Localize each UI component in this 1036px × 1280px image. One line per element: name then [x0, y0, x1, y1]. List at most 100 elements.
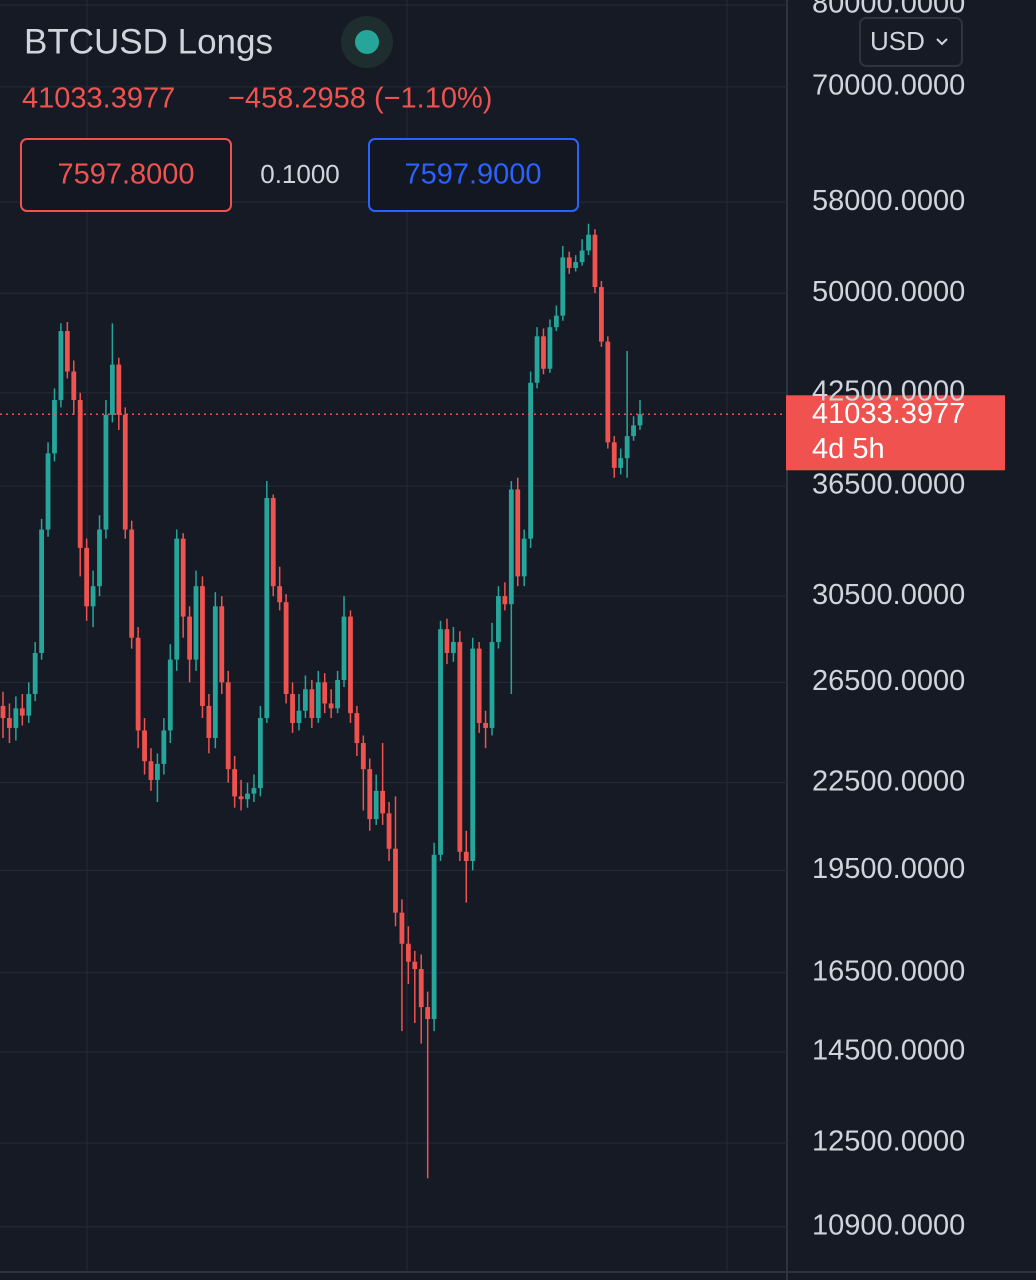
candle-body: [0, 705, 6, 719]
candle-body: [270, 497, 276, 587]
candle-body: [116, 364, 122, 415]
chart-title: BTCUSD Longs: [24, 22, 273, 61]
candle-body: [328, 703, 334, 709]
spread: 0.1000: [260, 159, 340, 189]
candle-body: [618, 458, 624, 468]
currency-button[interactable]: [859, 17, 963, 67]
candle-body: [444, 629, 450, 653]
candle-body: [322, 682, 328, 704]
candle-body: [508, 489, 514, 605]
candle-body: [32, 652, 38, 695]
candle-body: [19, 708, 25, 716]
sell-box[interactable]: [20, 138, 232, 212]
y-tick-label: 19500.0000: [812, 853, 965, 885]
candle-body: [290, 694, 295, 723]
candle-body: [277, 586, 283, 603]
candle-body: [598, 287, 604, 342]
buy-box[interactable]: [368, 138, 579, 212]
candle-body: [483, 722, 488, 728]
y-tick-label: 10900.0000: [812, 1210, 965, 1242]
candle-body: [405, 943, 411, 962]
y-tick-label: 30500.0000: [812, 579, 965, 611]
y-tick-label: 12500.0000: [812, 1126, 965, 1158]
candle-body: [399, 912, 405, 944]
candle-body: [129, 529, 135, 638]
candle-body: [534, 336, 540, 383]
candle-body: [367, 769, 373, 820]
candle-body: [232, 769, 238, 797]
y-tick-label: 16500.0000: [812, 955, 965, 987]
candle-body: [579, 250, 585, 263]
candle-body: [470, 648, 476, 861]
candle-body: [335, 680, 340, 709]
candle-body: [451, 642, 456, 653]
y-tick-label: 14500.0000: [812, 1035, 965, 1067]
candle-body: [309, 689, 315, 719]
candle-body: [573, 262, 579, 268]
candle-body: [135, 637, 141, 731]
candle-body: [45, 453, 51, 530]
candle-body: [84, 547, 90, 607]
candle-body: [611, 442, 617, 468]
buy-price[interactable]: 7597.9000: [404, 159, 541, 191]
currency-label[interactable]: USD: [870, 26, 925, 56]
candle-body: [219, 606, 225, 683]
candle-body: [412, 961, 418, 970]
candle-body: [360, 743, 366, 770]
candle-body: [380, 790, 386, 814]
candle-body: [283, 602, 289, 695]
candle-body: [515, 489, 521, 577]
candle-body: [425, 1007, 431, 1020]
candle-body: [592, 234, 598, 288]
candle-body: [521, 538, 527, 577]
candle-body: [71, 371, 77, 401]
candle-body: [315, 682, 321, 719]
status-dot: [355, 30, 379, 54]
candle-body: [109, 364, 115, 415]
candle-body: [148, 761, 154, 780]
y-tick-label: 50000.0000: [812, 276, 965, 308]
candle-body: [631, 425, 636, 437]
y-tick-label: 36500.0000: [812, 469, 965, 501]
candle-body: [476, 648, 482, 723]
candle-body: [167, 659, 173, 731]
candle-body: [142, 730, 147, 762]
candle-body: [264, 497, 270, 719]
candle-body: [373, 790, 379, 820]
candle-body: [238, 796, 244, 800]
candle-body: [341, 616, 347, 681]
candle-body: [553, 315, 559, 328]
candle-body: [431, 854, 437, 1020]
candle-body: [58, 331, 64, 401]
y-tick-label: 80000.0000: [812, 0, 965, 20]
candle-body: [418, 969, 424, 1008]
header-change: −458.2958 (−1.10%): [228, 83, 492, 115]
candle-body: [90, 586, 96, 607]
candle-body: [541, 336, 546, 369]
last-price-label: 41033.3977: [812, 398, 965, 430]
candle-body: [206, 705, 212, 738]
candle-body: [303, 689, 308, 711]
countdown-label: 4d 5h: [812, 433, 885, 465]
candle-body: [496, 596, 501, 643]
y-tick-label: 42500.0000: [812, 375, 965, 407]
candle-body: [457, 642, 463, 852]
candle-body: [528, 382, 534, 539]
candle-body: [7, 718, 12, 728]
candle-body: [64, 331, 70, 372]
candle-body: [103, 414, 109, 530]
candle-body: [605, 341, 611, 443]
candle-body: [13, 708, 19, 728]
candle-body: [200, 586, 205, 706]
sell-price[interactable]: 7597.8000: [57, 159, 194, 191]
candle-body: [122, 414, 128, 530]
candle-body: [251, 788, 257, 794]
candle-body: [348, 616, 353, 714]
candle-body: [225, 682, 231, 770]
candle-body: [386, 813, 392, 849]
candle-body: [624, 436, 630, 459]
candle-body: [212, 606, 218, 738]
candle-body: [354, 713, 360, 744]
candle-body: [489, 642, 495, 728]
